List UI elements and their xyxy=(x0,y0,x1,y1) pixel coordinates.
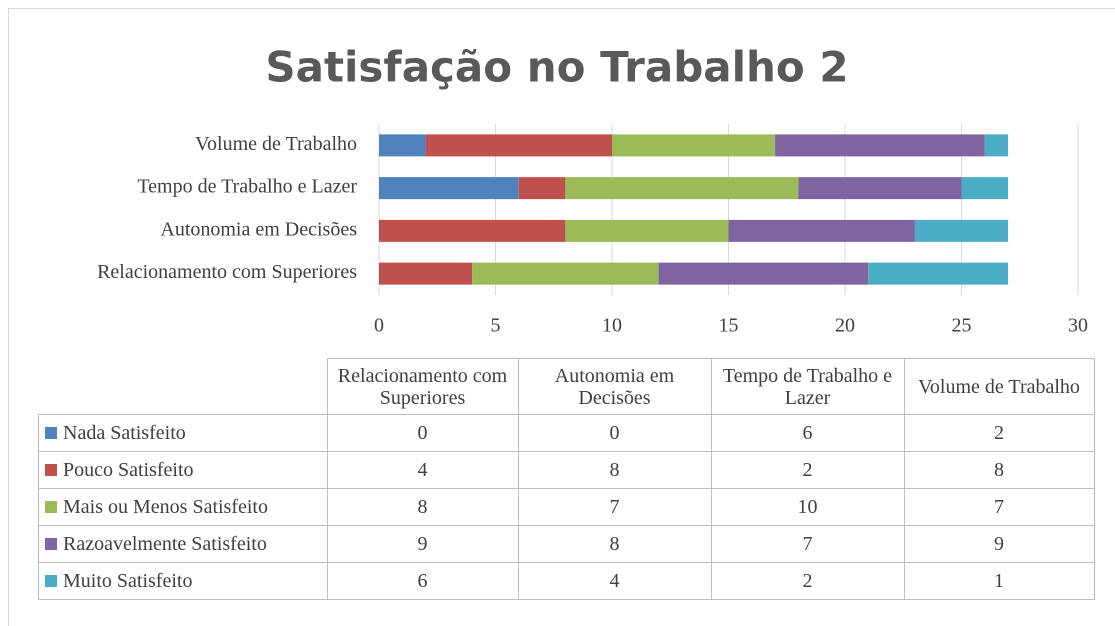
table-cell: 2 xyxy=(710,562,905,600)
bar-segment xyxy=(658,262,869,285)
table-cell: 6 xyxy=(710,414,905,452)
y-tick-label: Relacionamento com Superiores xyxy=(97,261,357,283)
table-cell: 9 xyxy=(903,525,1095,563)
table-corner xyxy=(39,359,328,415)
table-cell: 2 xyxy=(903,414,1095,452)
bar-segment xyxy=(379,177,519,200)
bar-segment xyxy=(565,177,799,200)
table-cell: 10 xyxy=(710,488,905,526)
x-tick-label: 15 xyxy=(719,315,739,337)
bar-segment xyxy=(425,134,612,157)
bar-segment xyxy=(379,219,566,242)
legend-label: Muito Satisfeito xyxy=(63,570,193,592)
table-row: Mais ou Menos Satisfeito 8 7 10 7 xyxy=(38,488,1095,526)
data-table: Relacionamento com Superiores Autonomia e… xyxy=(38,358,1095,600)
chart-title: Satisfação no Trabalho 2 xyxy=(265,43,848,92)
bar-segment xyxy=(518,177,566,200)
bar-segment xyxy=(984,134,1009,157)
table-cell: 8 xyxy=(517,525,712,563)
x-tick-label: 25 xyxy=(952,315,972,337)
bar-segment xyxy=(868,262,1009,285)
x-tick-label: 5 xyxy=(491,315,501,337)
column-header: Tempo de Trabalho e Lazer xyxy=(710,358,905,415)
table-cell: 4 xyxy=(517,562,712,600)
bar-segment xyxy=(914,219,1009,242)
table-row: Pouco Satisfeito 4 8 2 8 xyxy=(38,451,1095,489)
legend-label: Nada Satisfeito xyxy=(63,422,186,444)
legend-cell: Pouco Satisfeito xyxy=(38,451,328,489)
table-cell: 1 xyxy=(903,562,1095,600)
table-cell: 6 xyxy=(326,562,519,600)
bar-segment xyxy=(379,134,426,157)
legend-cell: Razoavelmente Satisfeito xyxy=(38,525,328,563)
table-body: Nada Satisfeito 0 0 6 2 Pouco Satisfeito 4 8 2 8 M… xyxy=(38,414,1095,600)
table-row: Muito Satisfeito 6 4 2 1 xyxy=(38,562,1095,600)
table-row: Razoavelmente Satisfeito 9 8 7 9 xyxy=(38,525,1095,563)
bar-segment xyxy=(798,177,962,200)
table-cell: 4 xyxy=(326,451,519,489)
legend-swatch xyxy=(45,501,57,513)
bar-segment xyxy=(379,262,473,285)
legend-cell: Nada Satisfeito xyxy=(38,414,328,452)
table-cell: 8 xyxy=(517,451,712,489)
table-cell: 0 xyxy=(517,414,712,452)
x-tick-label: 10 xyxy=(602,315,622,337)
table-cell: 9 xyxy=(326,525,519,563)
y-tick-label: Volume de Trabalho xyxy=(195,133,357,155)
bar-segment xyxy=(728,219,915,242)
legend-swatch xyxy=(45,427,57,439)
x-tick-label: 20 xyxy=(835,315,855,337)
legend-swatch xyxy=(45,538,57,550)
y-tick-label: Autonomia em Decisões xyxy=(160,218,357,240)
bar-segment xyxy=(775,134,985,157)
bar-segment xyxy=(472,262,659,285)
table-cell: 2 xyxy=(710,451,905,489)
bar-segment xyxy=(612,134,776,157)
bar-segment xyxy=(961,177,1009,200)
column-header: Volume de Trabalho xyxy=(903,358,1095,415)
bar-segment xyxy=(565,219,729,242)
legend-cell: Mais ou Menos Satisfeito xyxy=(38,488,328,526)
y-tick-label: Tempo de Trabalho e Lazer xyxy=(137,176,357,198)
legend-label: Mais ou Menos Satisfeito xyxy=(63,496,268,518)
column-header: Autonomia em Decisões xyxy=(517,358,712,415)
legend-swatch xyxy=(45,464,57,476)
legend-label: Pouco Satisfeito xyxy=(63,459,194,481)
legend-label: Razoavelmente Satisfeito xyxy=(63,533,267,555)
legend-cell: Muito Satisfeito xyxy=(38,562,328,600)
table-cell: 7 xyxy=(710,525,905,563)
table-cell: 8 xyxy=(903,451,1095,489)
column-header: Relacionamento com Superiores xyxy=(326,358,519,415)
legend-swatch xyxy=(45,575,57,587)
table-cell: 8 xyxy=(326,488,519,526)
table-cell: 7 xyxy=(903,488,1095,526)
x-tick-label: 0 xyxy=(374,315,384,337)
table-cell: 7 xyxy=(517,488,712,526)
table-cell: 0 xyxy=(326,414,519,452)
table-row: Nada Satisfeito 0 0 6 2 xyxy=(38,414,1095,452)
x-tick-label: 30 xyxy=(1068,315,1088,337)
table-row: Relacionamento com Superiores Autonomia e… xyxy=(39,358,1095,415)
table-head: Relacionamento com Superiores Autonomia e… xyxy=(39,358,1095,415)
